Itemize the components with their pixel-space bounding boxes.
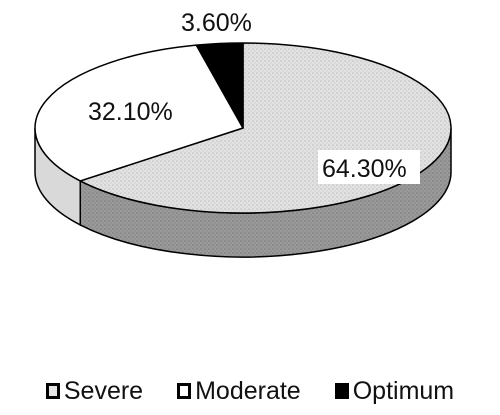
legend: Severe Moderate Optimum	[0, 374, 500, 408]
legend-swatch-severe	[45, 383, 60, 399]
legend-label-moderate: Moderate	[195, 376, 301, 405]
legend-swatch-moderate	[177, 383, 192, 399]
legend-label-optimum: Optimum	[352, 376, 455, 405]
pie-chart: 64.30% 32.10% 3.60%	[34, 9, 452, 258]
legend-item-moderate: Moderate	[177, 376, 301, 405]
legend-label-severe: Severe	[63, 376, 144, 405]
pie-labels: 64.30% 32.10% 3.60%	[84, 9, 420, 184]
legend-swatch-optimum	[334, 383, 349, 399]
legend-item-optimum: Optimum	[334, 376, 455, 405]
label-box-severe	[318, 150, 420, 184]
slice-label-moderate: 32.10%	[88, 98, 173, 126]
slice-label-optimum: 3.60%	[181, 9, 252, 37]
slice-label-severe: 64.30%	[322, 155, 407, 183]
label-box-moderate	[84, 93, 186, 127]
pie-slices	[34, 42, 452, 214]
pie-slice-optimum	[195, 42, 244, 129]
legend-item-severe: Severe	[45, 376, 144, 405]
